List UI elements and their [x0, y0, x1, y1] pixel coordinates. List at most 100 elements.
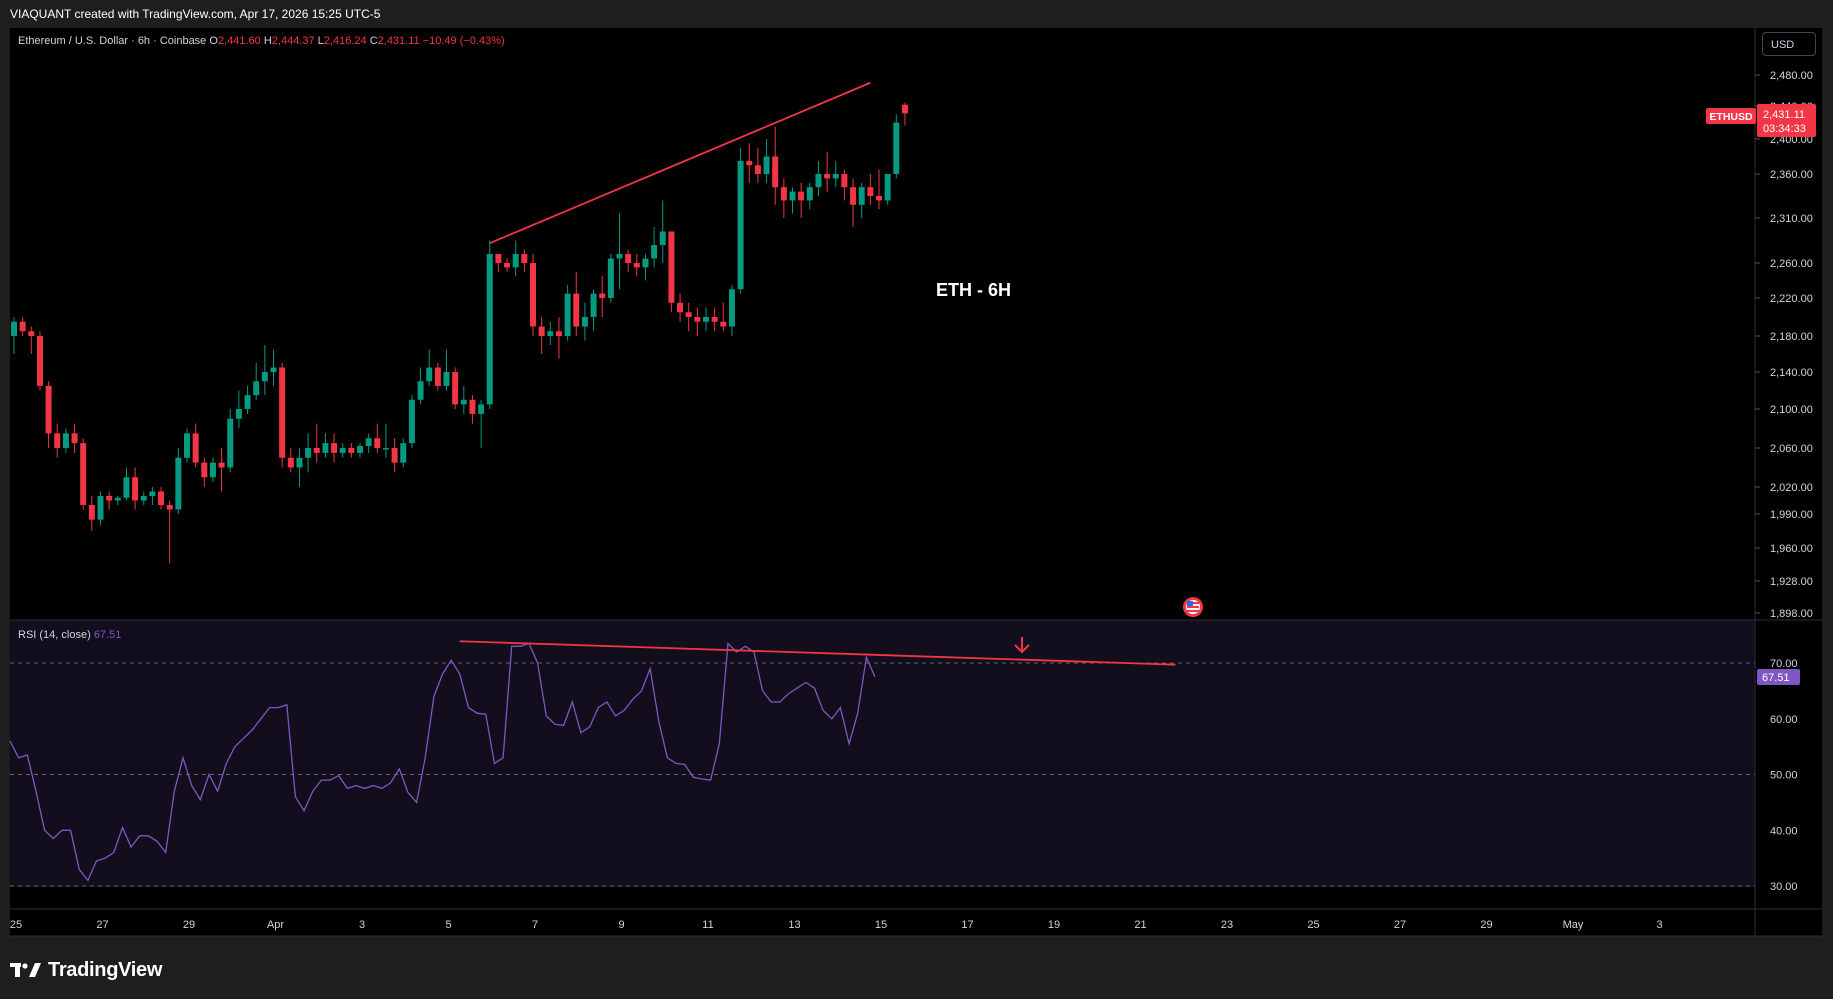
candle [590, 289, 597, 332]
candle [175, 448, 182, 514]
price-tick-label: 1,990.00 [1770, 509, 1813, 521]
candle-body [832, 174, 839, 179]
candle [530, 254, 536, 336]
candle [244, 385, 251, 414]
candle [581, 302, 588, 341]
time-tick-label: 3 [359, 919, 365, 931]
candle [434, 363, 441, 391]
candle [382, 423, 389, 458]
rsi-header[interactable]: RSI (14, close) 67.51 [18, 629, 121, 641]
candle-body [28, 331, 35, 336]
candle-body [270, 367, 277, 372]
down-arrow-icon [1014, 637, 1030, 654]
candle-body [261, 372, 268, 382]
price-tick-label: 1,898.00 [1770, 608, 1813, 620]
candle-body [711, 317, 718, 322]
candle-body [123, 477, 130, 498]
candle [772, 126, 779, 205]
candle-body [36, 336, 43, 386]
time-tick-label: 27 [1394, 919, 1406, 931]
us-flag-icon[interactable] [1183, 597, 1203, 617]
rsi-line [9, 642, 876, 882]
candle-body [893, 122, 900, 174]
candle-body [850, 187, 857, 205]
candle-body [737, 160, 744, 290]
chart-annotation[interactable]: ETH - 6H [936, 280, 1012, 300]
candle-body [495, 254, 502, 263]
candle [668, 231, 675, 313]
candle [149, 487, 156, 505]
rsi-value-tag: 67.51 [1757, 669, 1800, 685]
candle [218, 448, 225, 492]
candle-body [452, 372, 459, 405]
candle-body [365, 438, 372, 447]
candles [11, 102, 908, 564]
candle [460, 385, 467, 414]
candle [88, 496, 95, 531]
rsi-plot [9, 642, 876, 882]
candle [806, 182, 813, 210]
candle [296, 448, 303, 487]
candle [737, 147, 744, 294]
time-tick-label: 3 [1656, 919, 1662, 931]
candle-body [71, 433, 78, 444]
price-tick-label: 2,220.00 [1770, 293, 1813, 305]
candle-body [504, 263, 511, 268]
candle-body [322, 443, 329, 453]
candle [616, 213, 623, 290]
symbol-info-bar[interactable]: Ethereum / U.S. Dollar · 6h · Coinbase O… [18, 35, 505, 47]
candle-body [244, 395, 251, 409]
candle-body [547, 331, 554, 336]
time-tick-label: 5 [445, 919, 451, 931]
candle-body [607, 258, 614, 298]
time-tick-label: 15 [875, 919, 887, 931]
change-value: −10.49 (−0.43%) [422, 35, 505, 47]
candle [331, 433, 338, 463]
price-axis[interactable]: 2,480.002,440.002,400.002,360.002,310.00… [1755, 70, 1813, 620]
candle [209, 457, 216, 483]
candle [339, 443, 346, 458]
candle-body [426, 367, 433, 382]
candle [884, 174, 891, 205]
candle [850, 178, 857, 227]
candle [495, 254, 502, 272]
candle-body [201, 462, 208, 478]
rsi-divergence-line[interactable] [459, 640, 1176, 666]
candle-body [659, 231, 666, 245]
candle-body [780, 187, 787, 201]
price-trendline[interactable] [489, 81, 871, 245]
candle [547, 321, 554, 345]
candle [625, 249, 632, 272]
candle [132, 467, 139, 510]
candle-body [460, 399, 467, 405]
rsi-axis[interactable]: 70.00 60.00 50.00 40.00 30.00 [1770, 658, 1798, 893]
candle [538, 317, 545, 354]
rsi-label[interactable]: RSI (14, close) [18, 629, 91, 641]
candle-body [824, 174, 831, 179]
candle [97, 491, 104, 526]
drawing-overlays[interactable] [459, 81, 1176, 666]
candle-body [841, 174, 848, 188]
currency-button[interactable]: USD [1762, 32, 1816, 56]
candle [763, 139, 770, 183]
time-axis[interactable]: 25 27 29 Apr 3 5 7 9 11 13 15 17 19 21 23 25 27 29 May 3 [10, 919, 1663, 931]
price-tick-label: 1,928.00 [1770, 576, 1813, 588]
candle [815, 160, 822, 196]
candle-body [382, 448, 389, 450]
candle [28, 326, 35, 354]
candle [348, 443, 355, 458]
candle-body [703, 317, 709, 322]
candle-body [763, 156, 770, 174]
candle-body [279, 367, 286, 458]
candle-body [132, 477, 139, 501]
candle-body [815, 174, 822, 188]
symbol-name[interactable]: Ethereum / U.S. Dollar · 6h · Coinbase [18, 35, 207, 47]
candle [235, 390, 242, 429]
time-tick-label: Apr [267, 919, 284, 931]
candle [824, 152, 831, 192]
candle-body [149, 491, 156, 496]
candle-body [512, 254, 519, 268]
price-tick-label: 1,960.00 [1770, 543, 1813, 555]
time-tick-label: 23 [1221, 919, 1233, 931]
